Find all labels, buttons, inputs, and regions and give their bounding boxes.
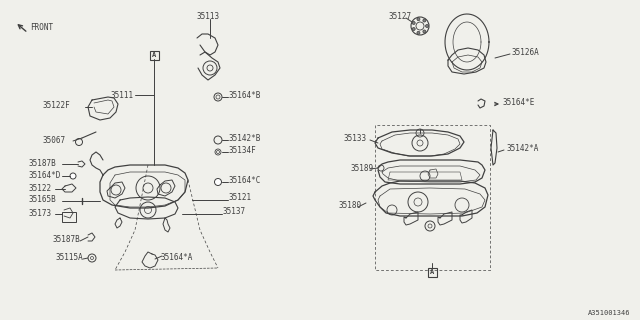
Circle shape <box>412 21 415 24</box>
Text: 35115A: 35115A <box>55 253 83 262</box>
Text: A: A <box>152 52 156 58</box>
Text: 35164*C: 35164*C <box>228 175 260 185</box>
Bar <box>150 51 159 60</box>
Text: 35164*D: 35164*D <box>28 171 60 180</box>
Bar <box>62 212 76 222</box>
Text: 35134F: 35134F <box>228 146 256 155</box>
Circle shape <box>423 19 426 22</box>
Text: 35173: 35173 <box>28 209 51 218</box>
Text: 35127: 35127 <box>388 12 411 20</box>
Circle shape <box>417 18 420 21</box>
Text: 35133: 35133 <box>343 133 366 142</box>
Circle shape <box>423 30 426 33</box>
Circle shape <box>214 179 221 186</box>
Text: 35121: 35121 <box>228 194 251 203</box>
Text: 35189: 35189 <box>350 164 373 172</box>
Text: 35137: 35137 <box>222 207 245 217</box>
Text: FRONT: FRONT <box>30 22 53 31</box>
Circle shape <box>426 25 429 28</box>
Text: 35165B: 35165B <box>28 196 56 204</box>
Text: 35164*A: 35164*A <box>160 253 193 262</box>
Circle shape <box>417 31 420 34</box>
Text: 35122: 35122 <box>28 183 51 193</box>
Text: 35142*A: 35142*A <box>506 143 538 153</box>
Text: A351001346: A351001346 <box>588 310 630 316</box>
Text: 35187B: 35187B <box>28 158 56 167</box>
Bar <box>428 268 436 276</box>
Text: 35126A: 35126A <box>512 47 540 57</box>
Text: 35122F: 35122F <box>42 100 70 109</box>
Text: 35164*B: 35164*B <box>228 91 260 100</box>
Text: 35164*E: 35164*E <box>502 98 534 107</box>
Text: 35067: 35067 <box>42 135 65 145</box>
Circle shape <box>412 28 415 30</box>
Text: 35180: 35180 <box>338 201 361 210</box>
Text: 35187B: 35187B <box>52 236 80 244</box>
Circle shape <box>70 173 76 179</box>
Text: A: A <box>430 269 434 275</box>
Text: 35111: 35111 <box>110 91 133 100</box>
Text: 35113: 35113 <box>196 12 219 20</box>
Text: 35142*B: 35142*B <box>228 133 260 142</box>
